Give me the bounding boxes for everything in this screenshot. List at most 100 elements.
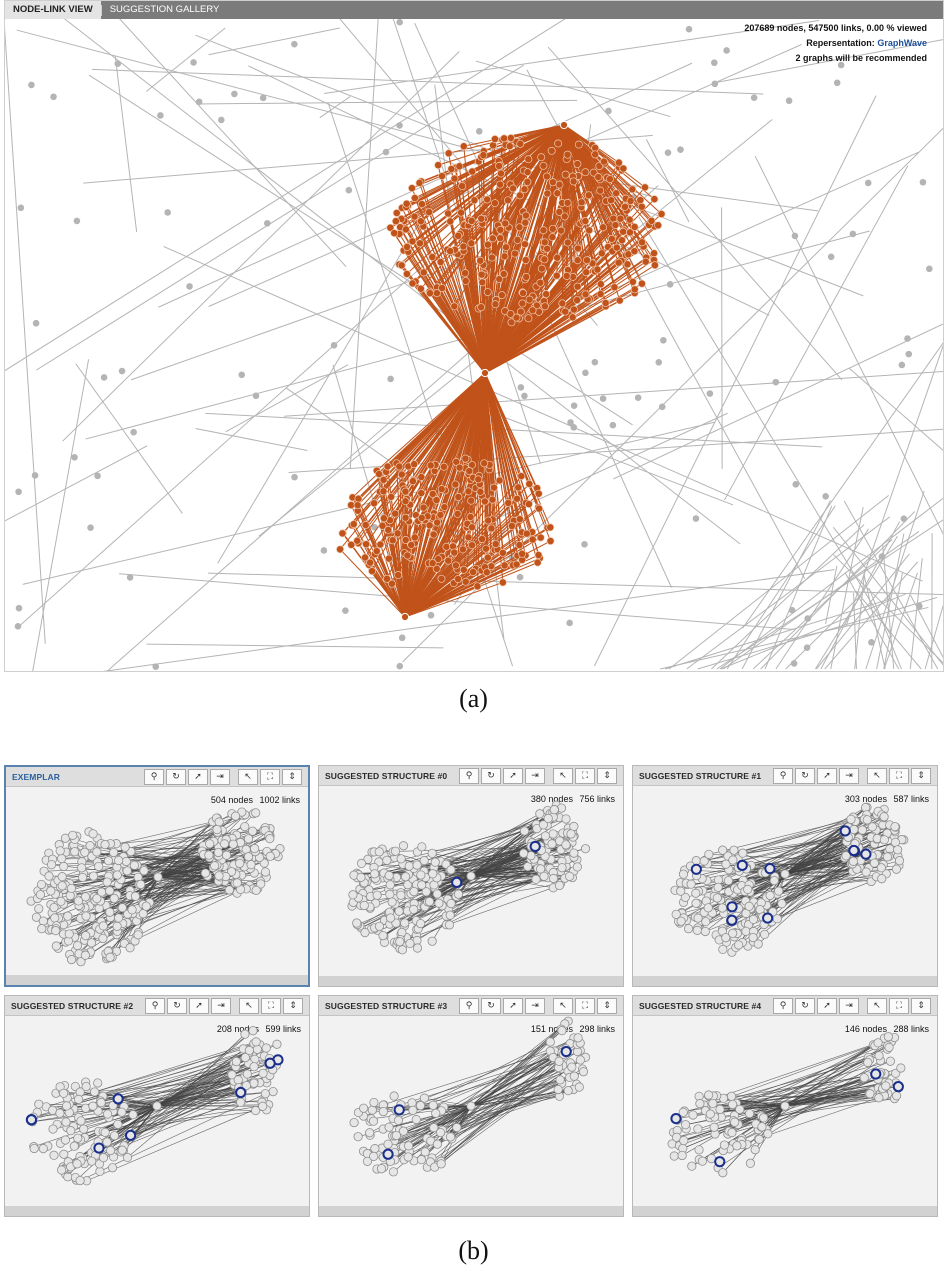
mini-node[interactable] [718,845,728,855]
mini-node[interactable] [69,1141,79,1151]
mini-node[interactable] [122,1152,133,1163]
fit-icon[interactable]: ⇕ [911,998,931,1014]
highlight-node[interactable] [515,223,524,232]
highlight-node[interactable] [553,189,562,198]
mini-node[interactable] [249,1078,259,1088]
highlight-node[interactable] [384,525,393,534]
pointer-icon[interactable]: ↖ [867,768,887,784]
highlight-node[interactable] [583,256,591,265]
mini-node[interactable] [369,1097,379,1108]
highlight-node[interactable] [614,158,623,167]
highlight-node[interactable] [573,256,582,265]
context-node[interactable] [263,220,271,227]
highlight-node[interactable] [522,529,531,538]
highlight-node[interactable] [440,503,449,512]
context-node[interactable] [28,81,35,89]
highlight-node[interactable] [408,279,417,288]
mini-node[interactable] [417,880,427,890]
mini-node[interactable] [100,839,110,850]
matched-node[interactable] [764,863,776,875]
mini-node[interactable] [112,870,122,880]
tab-suggestion-gallery[interactable]: SUGGESTION GALLERY [109,4,220,15]
highlight-node[interactable] [379,514,388,523]
highlight-node[interactable] [630,247,639,256]
mini-node[interactable] [73,1133,83,1143]
highlight-node[interactable] [408,237,417,246]
highlight-node[interactable] [392,208,401,217]
mini-node[interactable] [385,913,396,923]
mini-node[interactable] [896,1063,906,1073]
matched-node[interactable] [382,1148,394,1160]
highlight-node[interactable] [482,544,490,553]
highlight-node[interactable] [574,140,583,149]
highlight-node[interactable] [491,540,500,548]
highlight-node[interactable] [641,183,649,192]
mini-node[interactable] [369,1151,379,1161]
mini-node[interactable] [561,814,571,824]
link-icon[interactable]: ⚲ [145,998,165,1014]
highlight-node[interactable] [528,535,537,544]
mini-node[interactable] [679,1135,689,1146]
highlight-node[interactable] [403,551,412,560]
mini-node[interactable] [420,1147,430,1157]
highlight-node[interactable] [637,279,646,288]
refresh-icon[interactable]: ↻ [795,998,815,1014]
mini-node[interactable] [227,1070,237,1080]
mini-node[interactable] [398,1126,409,1136]
highlight-node[interactable] [368,567,376,576]
pointer-icon[interactable]: ↖ [238,769,258,785]
highlight-node[interactable] [512,313,521,322]
mini-node[interactable] [370,869,380,879]
link-icon[interactable]: ⚲ [773,768,793,784]
mini-node[interactable] [348,890,358,900]
pointer-icon[interactable]: ↖ [553,998,573,1014]
mini-node[interactable] [128,1110,138,1120]
mini-node[interactable] [718,1168,728,1178]
highlight-node[interactable] [458,182,467,191]
highlight-node[interactable] [607,196,616,205]
mini-node[interactable] [680,892,690,902]
highlight-node[interactable] [540,255,549,264]
mini-node[interactable] [688,1110,698,1120]
highlight-node[interactable] [439,462,448,471]
highlight-node[interactable] [446,217,455,226]
mini-node[interactable] [46,860,57,870]
highlight-node[interactable] [496,234,505,243]
send-icon[interactable]: ➚ [817,768,837,784]
mini-node[interactable] [68,830,78,840]
mini-node[interactable] [235,858,245,868]
mini-node[interactable] [87,1156,97,1166]
highlight-node[interactable] [433,518,442,527]
context-node[interactable] [330,341,338,349]
mini-node[interactable] [548,829,558,839]
mini-node[interactable] [735,1104,745,1114]
highlight-node[interactable] [496,225,505,234]
highlight-node[interactable] [600,157,608,166]
mini-hub-node[interactable] [152,1101,162,1111]
mini-node[interactable] [66,955,77,965]
mini-graph[interactable] [319,1016,624,1208]
highlight-node[interactable] [628,277,637,286]
highlight-node[interactable] [477,270,486,279]
mini-node[interactable] [29,1143,39,1154]
matched-node[interactable] [25,1114,38,1126]
mini-node[interactable] [98,921,108,931]
highlight-node[interactable] [353,536,362,545]
highlight-node[interactable] [482,568,491,577]
mini-node[interactable] [539,871,549,881]
mini-node[interactable] [408,1105,418,1115]
mini-node[interactable] [769,875,779,886]
highlight-node[interactable] [521,240,529,249]
mini-node[interactable] [117,903,127,913]
mini-node[interactable] [772,914,782,924]
highlight-node[interactable] [563,238,572,247]
context-node[interactable] [15,604,23,612]
mini-node[interactable] [867,822,877,832]
highlight-node[interactable] [518,299,527,308]
mini-node[interactable] [260,1089,270,1099]
mini-node[interactable] [848,856,858,866]
highlight-node[interactable] [498,548,507,557]
highlight-node[interactable] [611,221,620,230]
link-icon[interactable]: ⚲ [459,768,479,784]
mini-node[interactable] [723,876,733,886]
